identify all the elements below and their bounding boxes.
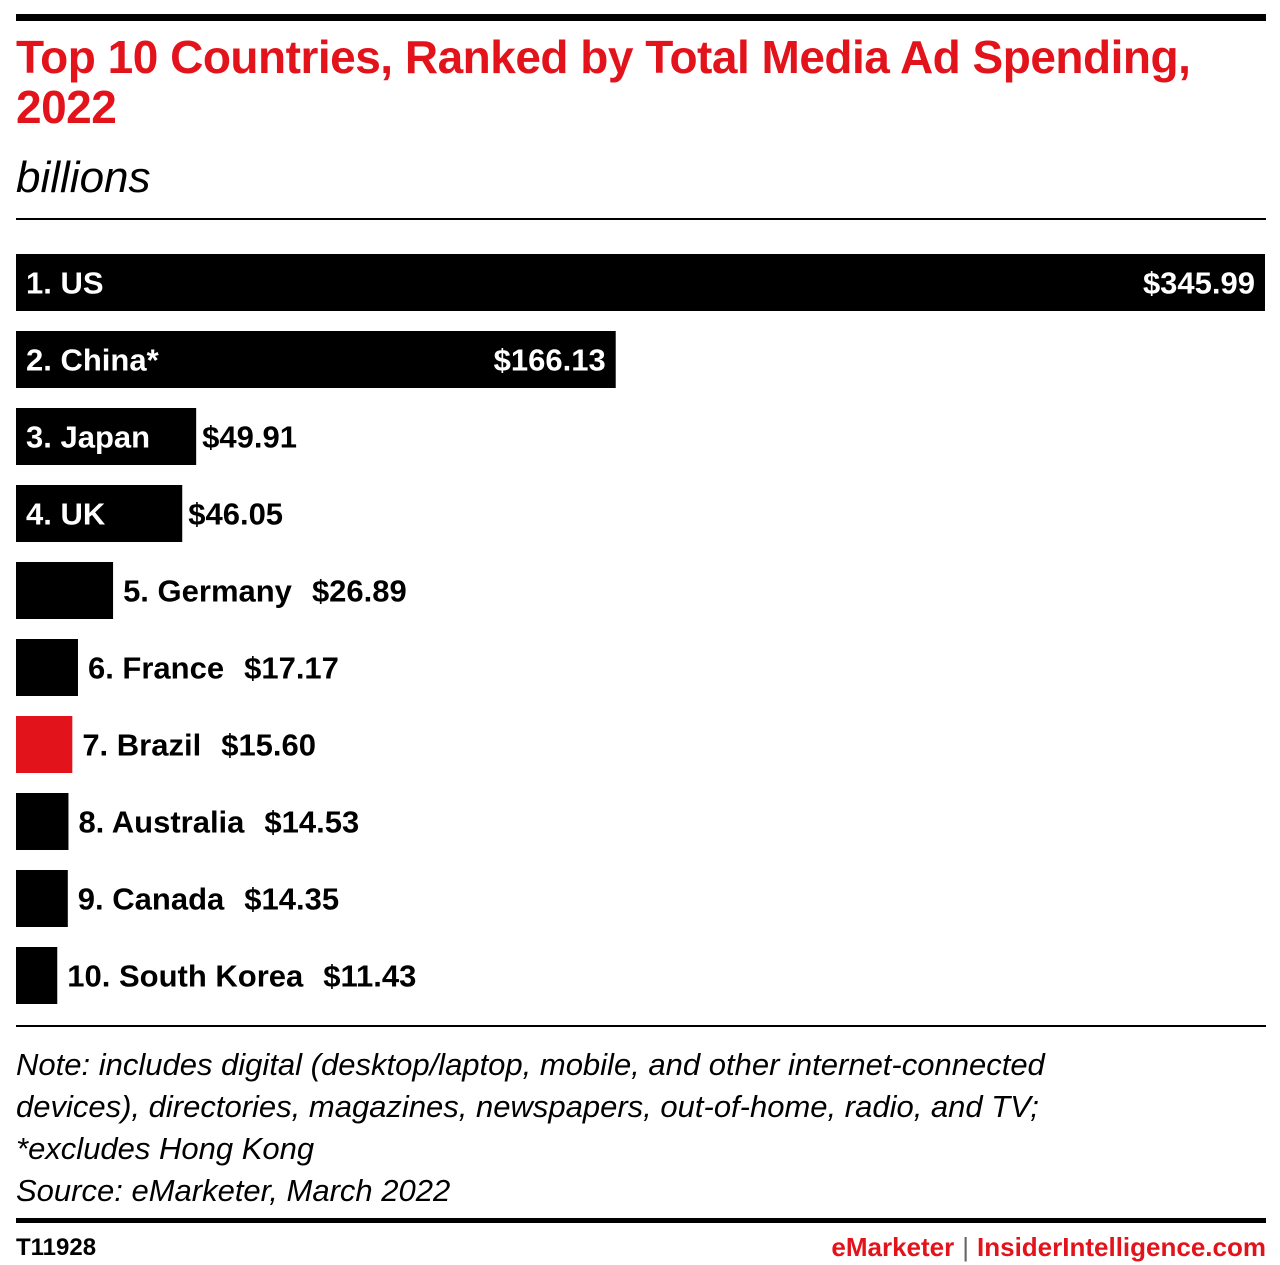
emarketer-logo-text: eMarketer	[831, 1232, 955, 1262]
bottom-rule	[16, 1218, 1266, 1223]
brand-separator: |	[962, 1232, 970, 1262]
note-divider	[16, 1025, 1266, 1027]
category-label: 9. Canada	[78, 882, 225, 917]
bar	[16, 254, 1265, 311]
bar	[16, 716, 73, 773]
bar	[16, 331, 616, 388]
category-label: 10. South Korea	[67, 959, 304, 994]
category-label: 7. Brazil	[82, 728, 201, 763]
category-label: 4. UK	[26, 497, 106, 532]
note-line: devices), directories, magazines, newspa…	[16, 1089, 1039, 1124]
value-label: $49.91	[202, 420, 297, 455]
bar	[16, 408, 197, 465]
value-label: $15.60	[221, 728, 316, 763]
bar	[16, 793, 69, 850]
value-label: $46.05	[188, 497, 283, 532]
category-label: 6. France	[88, 651, 224, 686]
category-label: 3. Japan	[26, 420, 150, 455]
footer-brand: eMarketer | InsiderIntelligence.com	[831, 1232, 1266, 1263]
bar	[16, 639, 78, 696]
bar	[16, 485, 183, 542]
value-label: $166.13	[494, 343, 606, 378]
insider-intelligence-link[interactable]: InsiderIntelligence.com	[977, 1232, 1266, 1262]
category-label: 1. US	[26, 266, 104, 301]
note-line: Note: includes digital (desktop/laptop, …	[16, 1047, 1045, 1082]
bar	[16, 870, 68, 927]
value-label: $14.35	[244, 882, 339, 917]
chart-title: Top 10 Countries, Ranked by Total Media …	[16, 31, 1191, 133]
value-label: $11.43	[323, 959, 416, 994]
value-label: $345.99	[1143, 266, 1255, 301]
bar	[16, 947, 58, 1004]
category-label: 8. Australia	[78, 805, 245, 840]
chart-id: T11928	[16, 1234, 97, 1261]
category-label: 2. China*	[26, 343, 160, 378]
note-line: *excludes Hong Kong	[16, 1131, 315, 1166]
top-rule	[16, 14, 1266, 21]
category-label: 5. Germany	[123, 574, 293, 609]
value-label: $14.53	[264, 805, 359, 840]
source-line: Source: eMarketer, March 2022	[16, 1173, 451, 1208]
bar-chart: 1. US $345.99 2. China* $166.13 3. Japan $49.…	[16, 254, 1265, 1004]
value-label: $17.17	[244, 651, 339, 686]
value-label: $26.89	[312, 574, 407, 609]
chart-subtitle: billions	[16, 153, 151, 202]
bar	[16, 562, 114, 619]
chart-note: Note: includes digital (desktop/laptop, …	[16, 1044, 1266, 1212]
title-divider	[16, 218, 1266, 220]
